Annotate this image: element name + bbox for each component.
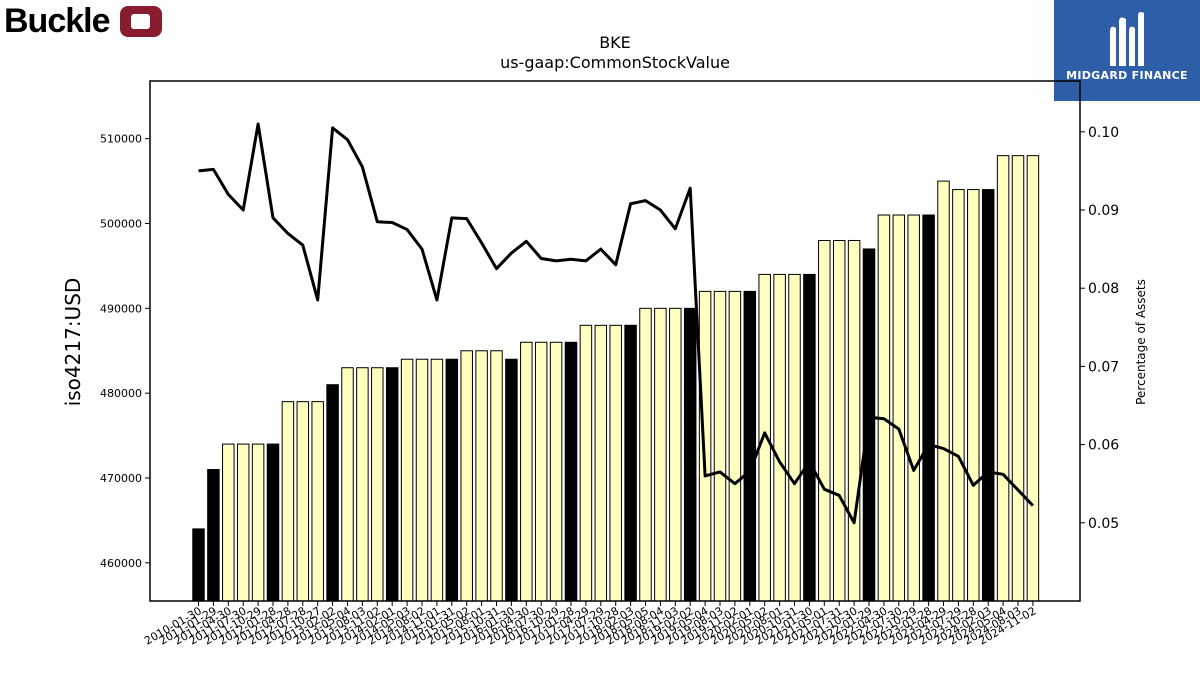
bar-2024-08-03 xyxy=(1011,155,1025,602)
bar-2014-05-03 xyxy=(400,358,414,602)
bar-2011-01-29 xyxy=(207,469,220,602)
bar-2021-01-30 xyxy=(803,273,816,602)
bar-2013-02-02 xyxy=(326,384,339,602)
bar-2014-02-01 xyxy=(385,367,399,602)
buckle-badge-icon xyxy=(119,5,162,37)
buckle-wordmark: Buckle xyxy=(4,2,110,40)
y-tick-label: 480000 xyxy=(100,387,142,400)
bar-2023-04-29 xyxy=(937,180,950,602)
bar-2024-11-02 xyxy=(1026,155,1040,602)
bar-2011-04-30 xyxy=(222,443,235,602)
y2-tick-label: 0.09 xyxy=(1088,203,1119,219)
bar-2012-01-28 xyxy=(266,443,280,602)
bar-2022-04-30 xyxy=(877,214,891,602)
bar-2013-11-02 xyxy=(371,367,384,602)
bar-2015-05-02 xyxy=(460,350,473,602)
bar-2017-04-29 xyxy=(579,324,593,602)
bar-2024-02-03 xyxy=(981,189,995,602)
bar-2012-10-27 xyxy=(311,401,324,602)
bar-2013-08-03 xyxy=(356,367,369,602)
bar-2022-10-29 xyxy=(907,214,920,602)
bar-2019-08-03 xyxy=(713,290,727,602)
bar-2022-07-30 xyxy=(892,214,906,602)
y-tick-label: 490000 xyxy=(100,302,142,315)
bar-2024-05-04 xyxy=(996,155,1010,602)
y2-tick-label: 0.07 xyxy=(1088,359,1119,375)
bar-2020-02-01 xyxy=(743,290,757,602)
bar-2012-04-28 xyxy=(281,401,295,602)
midgard-mark-icon xyxy=(1110,12,1144,67)
bar-2021-07-31 xyxy=(832,239,846,602)
percentage-line xyxy=(198,122,1034,525)
y2-tick-label: 0.06 xyxy=(1088,438,1119,454)
bar-2019-11-02 xyxy=(728,290,742,602)
midgard-finance-logo: MIDGARD FINANCE xyxy=(1054,0,1200,101)
y-axis-label: iso4217:USD xyxy=(61,278,85,407)
bar-2013-05-04 xyxy=(341,367,354,602)
bar-2016-04-30 xyxy=(520,341,533,602)
bar-2018-02-03 xyxy=(624,324,637,602)
bar-2014-08-02 xyxy=(415,358,429,602)
bar-2017-10-28 xyxy=(609,324,622,602)
y-tick-label: 470000 xyxy=(100,472,142,485)
bar-2023-07-29 xyxy=(952,189,965,602)
bar-2018-08-04 xyxy=(654,307,667,602)
bar-2010-01-30 xyxy=(192,528,205,602)
buckle-logo: Buckle xyxy=(4,3,162,39)
y-tick-label: 460000 xyxy=(100,557,142,570)
y2-axis-label: Percentage of Assets xyxy=(1134,279,1148,405)
bar-2021-05-01 xyxy=(818,239,831,602)
bar-2017-07-29 xyxy=(594,324,608,602)
plot-frame xyxy=(149,80,1081,602)
y-tick-label: 500000 xyxy=(100,218,142,231)
bar-2015-01-31 xyxy=(445,358,459,602)
bar-2020-08-01 xyxy=(773,273,786,602)
bar-2016-07-30 xyxy=(534,341,548,602)
bar-2021-10-30 xyxy=(847,239,861,602)
midgard-name: MIDGARD FINANCE xyxy=(1066,69,1188,82)
bar-2015-08-01 xyxy=(475,350,488,602)
bar-2015-10-31 xyxy=(490,350,503,602)
bar-2016-01-30 xyxy=(505,358,518,602)
bar-2019-05-04 xyxy=(698,290,712,602)
bar-2011-10-29 xyxy=(251,443,265,602)
bar-2020-10-31 xyxy=(788,273,801,602)
chart-title: BKE xyxy=(599,33,631,52)
y2-tick-label: 0.08 xyxy=(1088,281,1119,297)
bar-2012-07-28 xyxy=(296,401,310,602)
bar-2011-07-30 xyxy=(236,443,250,602)
bar-2018-11-03 xyxy=(669,307,682,602)
bar-2023-01-28 xyxy=(922,214,935,602)
bar-2023-10-28 xyxy=(967,189,980,602)
y-tick-label: 510000 xyxy=(100,133,142,146)
chart-subtitle: us-gaap:CommonStockValue xyxy=(500,53,730,72)
bar-2017-01-28 xyxy=(564,341,578,602)
bar-2018-05-05 xyxy=(639,307,652,602)
bar-2019-02-02 xyxy=(683,307,697,602)
y2-tick-label: 0.10 xyxy=(1088,125,1119,141)
bar-2014-11-01 xyxy=(430,358,444,602)
bar-2016-10-29 xyxy=(549,341,563,602)
y2-tick-label: 0.05 xyxy=(1088,516,1119,532)
